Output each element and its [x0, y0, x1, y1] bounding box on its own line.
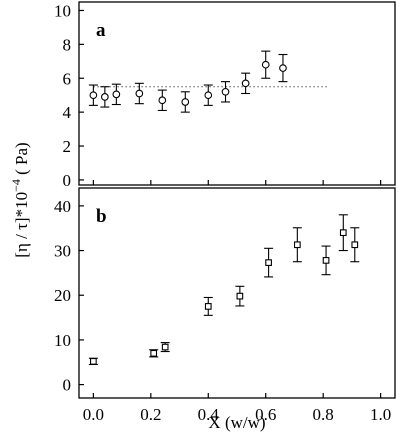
xtick-label: 1.0	[370, 405, 391, 424]
xtick-label: 0.8	[313, 405, 334, 424]
panel-b-plot: 0 10 20 30 40	[54, 197, 382, 398]
data-point	[241, 79, 250, 88]
data-point	[339, 229, 347, 237]
data-point	[161, 343, 169, 351]
panel-b-frame	[78, 187, 396, 399]
panel-a-ytick-label: 8	[63, 35, 72, 54]
x-axis-title: X (w/w)	[208, 413, 265, 432]
y-axis-title-main: [η / τ]*10	[12, 192, 31, 258]
data-point	[101, 93, 109, 101]
panel-b-ytick-label: 10	[54, 331, 71, 350]
data-point	[279, 64, 287, 72]
data-point	[221, 87, 230, 96]
data-point	[90, 358, 97, 365]
xtick-label: 0.0	[83, 405, 104, 424]
data-point	[204, 303, 212, 310]
panel-b-label: b	[96, 206, 107, 227]
data-point	[204, 91, 213, 100]
panel-a-ytick-label: 4	[63, 103, 72, 122]
panel-b-ytick-label: 30	[54, 242, 71, 261]
panel-b-ytick-label: 20	[54, 286, 71, 305]
xtick-label: 0.6	[255, 405, 276, 424]
panel-a-ytick-label: 0	[63, 171, 72, 190]
panel-b-ytick-label: 40	[54, 197, 71, 216]
data-point	[236, 292, 244, 300]
y-axis-title-exponent: −4	[9, 179, 23, 192]
data-point	[181, 98, 190, 106]
y-axis-title: [η / τ]*10−4 ( Pa)	[9, 142, 31, 257]
panel-b-ytick-label: 0	[63, 376, 72, 395]
data-point	[135, 89, 144, 98]
panel-a-ytick-label: 2	[63, 137, 72, 156]
data-point	[89, 91, 98, 100]
panel-a-frame	[78, 1, 396, 186]
panel-a-ytick-label: 10	[54, 1, 71, 20]
y-axis-title-unit: ( Pa)	[12, 142, 31, 179]
data-point	[293, 241, 301, 249]
data-point	[322, 257, 330, 264]
panel-a-plot: 0 2 4 6 8 10	[54, 1, 382, 190]
xtick-label: 0.4	[198, 405, 220, 424]
data-point	[112, 90, 121, 99]
data-point	[351, 241, 359, 249]
panel-a-ytick-label: 6	[63, 69, 72, 88]
data-point	[261, 60, 270, 69]
data-point	[150, 349, 158, 357]
data-point	[265, 259, 272, 266]
x-axis: 0.0 0.2 0.4 0.6 0.8 1.0	[83, 405, 392, 424]
xtick-label: 0.2	[140, 405, 161, 424]
panel-a-label: a	[96, 20, 106, 41]
data-point	[158, 96, 167, 105]
